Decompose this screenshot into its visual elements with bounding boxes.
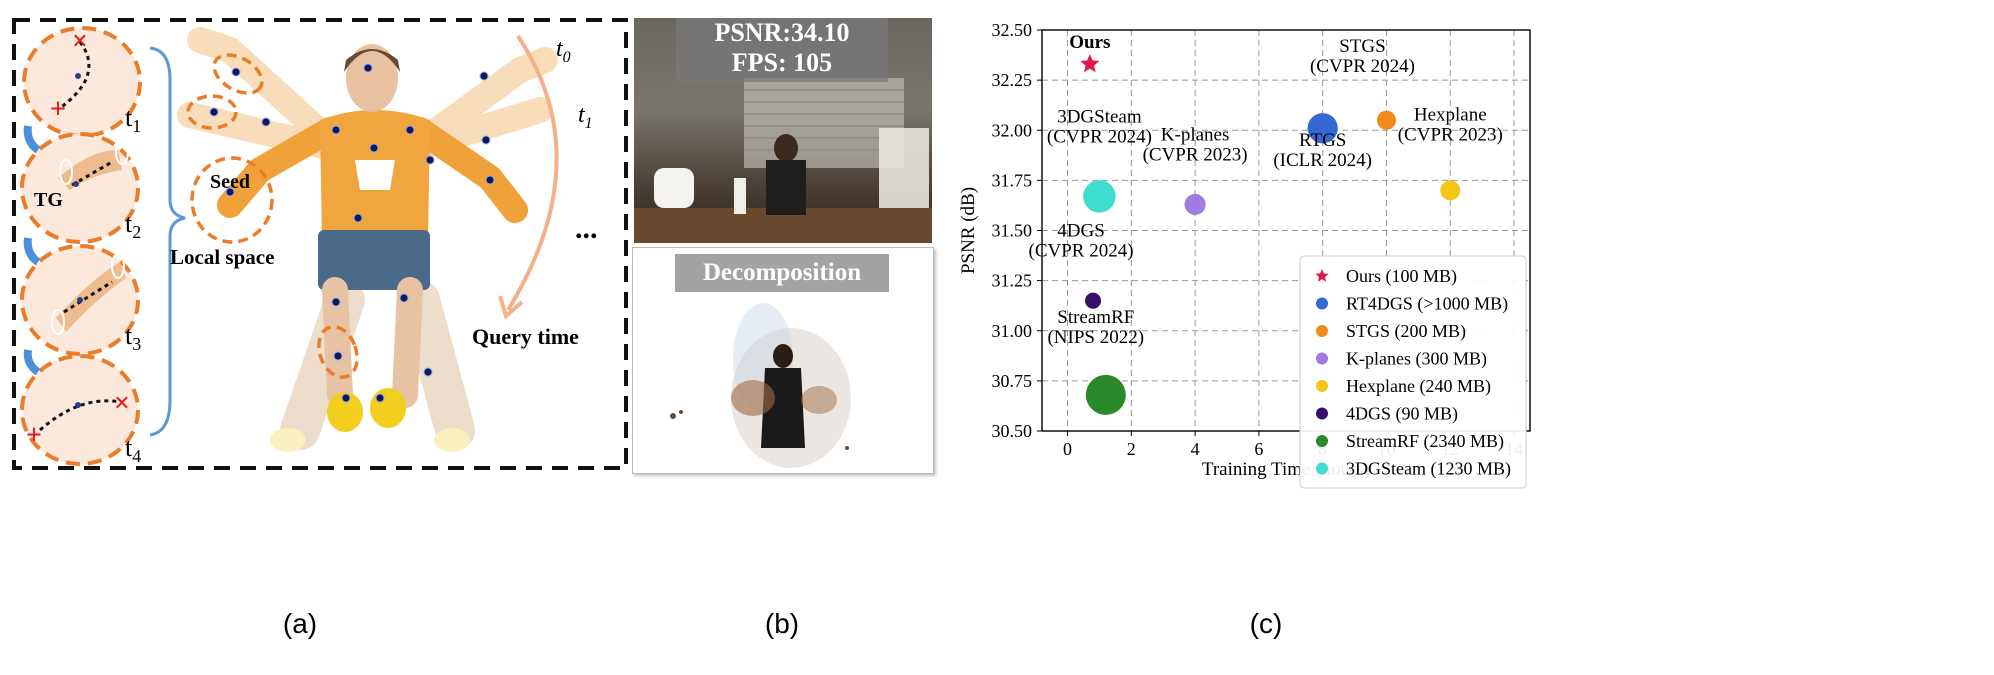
data-point	[1376, 110, 1396, 130]
decomposition-label: Decomposition	[675, 254, 889, 292]
legend-label: STGS (200 MB)	[1346, 321, 1466, 342]
legend-marker	[1316, 352, 1328, 365]
y-axis-label: PSNR (dB)	[958, 187, 979, 274]
y-tick-label: 32.50	[992, 20, 1033, 40]
trajectory-ellipse-t3	[20, 244, 140, 356]
legend-marker	[1316, 380, 1328, 392]
human-figure	[209, 44, 528, 432]
y-tick-label: 32.00	[992, 120, 1033, 140]
psnr-value: PSNR:34.10	[714, 18, 850, 47]
legend-box	[1299, 255, 1527, 489]
legend-marker	[1316, 435, 1328, 447]
cross-icon: +	[26, 420, 42, 451]
cross-icon: ×	[72, 26, 88, 57]
fps-value: FPS: 105	[731, 48, 833, 77]
point-annotation: RTGS	[1299, 130, 1346, 151]
legend-label: Hexplane (240 MB)	[1346, 376, 1491, 397]
panel-c: 0246810121430.5030.7531.0031.2531.5031.7…	[936, 0, 1994, 605]
point-annotation: (NIPS 2022)	[1047, 327, 1144, 348]
legend-label: 3DGSteam (1230 MB)	[1346, 459, 1511, 480]
svg-text:t0: t0	[556, 36, 571, 66]
local-space-label: Local space	[170, 245, 274, 269]
metrics-overlay: PSNR:34.10 FPS: 105	[676, 18, 888, 82]
arrow-icon	[23, 237, 41, 266]
point-annotation: (CVPR 2023)	[1143, 144, 1248, 165]
trajectory-ellipse-t2	[20, 132, 140, 244]
point-annotation: (ICLR 2024)	[1273, 150, 1372, 171]
time-arrow	[506, 34, 559, 312]
data-point	[1083, 180, 1116, 213]
y-tick-label: 31.00	[992, 321, 1033, 341]
data-point	[1307, 113, 1338, 144]
legend-label: RT4DGS (>1000 MB)	[1346, 294, 1508, 315]
legend-marker	[1316, 297, 1328, 310]
legend-marker	[1315, 269, 1329, 282]
tg-label: TG	[34, 189, 63, 211]
svg-text:t2: t2	[125, 209, 141, 242]
y-tick-label: 30.75	[992, 371, 1033, 391]
caption-b: (b)	[764, 608, 800, 639]
x-tick-label: 2	[1127, 439, 1136, 459]
point-annotation: (CVPR 2024)	[1029, 241, 1134, 262]
data-point	[1184, 193, 1206, 215]
panel-b-decomposition: Decomposition	[632, 247, 934, 474]
legend-label: Ours (100 MB)	[1346, 266, 1457, 287]
legend-marker	[1316, 325, 1328, 337]
svg-text:t3: t3	[125, 321, 141, 354]
psnr-vs-training-time-chart: 0246810121430.5030.7531.0031.2531.5031.7…	[958, 20, 1531, 489]
svg-text:t1: t1	[578, 102, 593, 132]
y-tick-label: 31.50	[992, 221, 1033, 241]
point-annotation: STGS	[1339, 36, 1385, 57]
data-point	[1085, 374, 1126, 415]
panel-a-illustration: × + × +	[12, 18, 628, 470]
caption-a: (a)	[282, 608, 318, 639]
svg-text:t4: t4	[125, 433, 141, 466]
point-annotation: StreamRF	[1057, 307, 1134, 328]
seed-ellipse	[190, 156, 274, 244]
svg-text:t1: t1	[125, 103, 141, 136]
trajectory-ellipse-t4: × +	[20, 354, 140, 466]
legend-label: 4DGS (90 MB)	[1346, 404, 1458, 425]
y-tick-label: 32.25	[992, 70, 1033, 90]
point-annotation: (CVPR 2024)	[1310, 56, 1415, 77]
point-annotation: Hexplane	[1414, 104, 1487, 125]
x-tick-label: 4	[1191, 439, 1200, 459]
arrow-icon	[23, 349, 41, 376]
seed-label: Seed	[210, 171, 250, 193]
local-ellipse	[317, 325, 359, 379]
legend-label: StreamRF (2340 MB)	[1346, 431, 1504, 452]
y-tick-label: 30.50	[992, 421, 1033, 441]
data-point	[1084, 292, 1102, 309]
panel-a: × + × +	[0, 0, 800, 600]
cross-icon: +	[50, 94, 66, 125]
data-point-star	[1080, 54, 1100, 73]
caption-c: (c)	[1249, 608, 1283, 639]
legend-marker	[1316, 407, 1328, 420]
query-time-label: Query time	[472, 324, 579, 349]
x-tick-label: 0	[1063, 439, 1072, 459]
arrow-icon	[23, 125, 41, 154]
local-ellipse	[212, 53, 264, 95]
x-tick-label: 6	[1254, 439, 1263, 459]
point-annotation: (CVPR 2024)	[1047, 126, 1152, 147]
trajectory-ellipse-t1: × +	[22, 26, 142, 138]
kitchen-scene	[634, 78, 932, 243]
dashed-frame	[12, 18, 628, 470]
y-tick-label: 31.75	[992, 170, 1033, 190]
point-annotation: 4DGS	[1057, 221, 1105, 242]
legend-marker	[1316, 462, 1328, 475]
data-point	[1440, 180, 1461, 201]
y-tick-label: 31.25	[992, 271, 1033, 291]
legend-label: K-planes (300 MB)	[1346, 349, 1487, 370]
panel-b-render: PSNR:34.10 FPS: 105	[634, 18, 932, 243]
brace	[149, 46, 186, 437]
point-annotation: (CVPR 2023)	[1398, 124, 1503, 145]
point-annotation: Ours	[1069, 32, 1110, 53]
decomposition-scene	[670, 303, 851, 468]
cross-icon: ×	[114, 388, 130, 419]
local-ellipse	[186, 94, 238, 130]
point-annotation: 3DGSteam	[1057, 106, 1142, 127]
ellipsis: ...	[575, 212, 598, 245]
point-annotation: K-planes	[1161, 124, 1230, 145]
